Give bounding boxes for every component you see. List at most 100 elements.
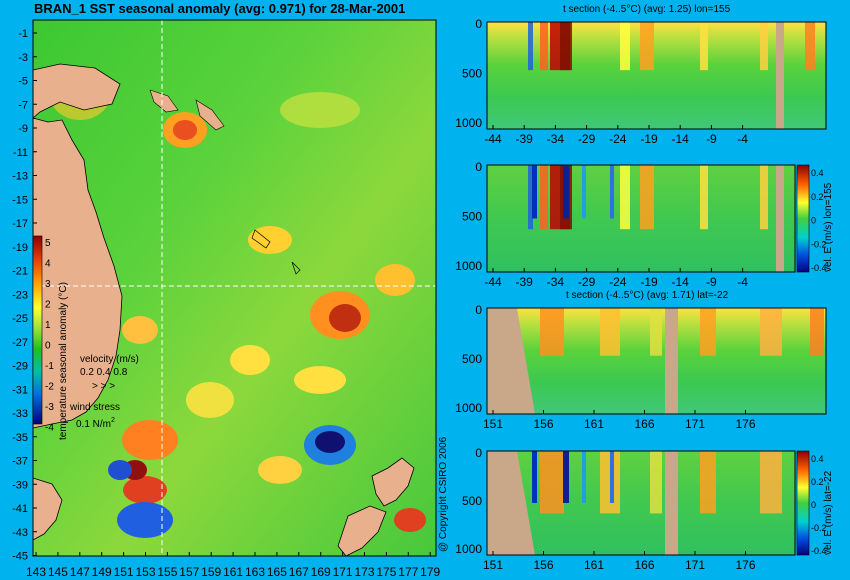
velocity-colorbar: [796, 450, 810, 556]
land: [32, 63, 415, 557]
y-tick-label: 1000: [455, 401, 482, 415]
velocity-colorbar-tick: -0.2: [811, 523, 827, 533]
lat-tick-label: -27: [12, 337, 28, 349]
x-tick-label: 176: [735, 417, 755, 431]
lat-tick-label: -25: [12, 313, 28, 325]
lat-tick-label: -43: [12, 527, 28, 539]
section-streak: [760, 22, 768, 71]
panel3-title: t section (-4..5°C) (avg: 1.71) lat=-22: [566, 290, 729, 301]
colorbar-tick-label: 2: [45, 300, 51, 311]
x-tick-label: 166: [634, 558, 654, 572]
x-tick-label: -29: [578, 132, 596, 146]
x-tick-label: 166: [634, 417, 654, 431]
section-streak: [540, 308, 564, 356]
section-panel-1: 0 500 1000-44 -39 -34 -29 -24 -19 -14 -9 -4: [455, 17, 827, 146]
colorbar-label: temperature seasonal anomaly (°C): [58, 282, 69, 440]
x-tick-label: -44: [484, 132, 502, 146]
section-land: [487, 451, 535, 555]
lon-tick-label: 177: [398, 565, 418, 579]
lon-tick-label: 145: [48, 565, 68, 579]
colorbar-tick-label: 5: [45, 238, 51, 249]
velocity-colorbar-label: vel. E (m/s) lat=-22: [823, 470, 834, 555]
x-tick-label: -9: [706, 275, 717, 289]
colorbar-tick-label: -2: [45, 382, 54, 393]
colorbar-tick-label: 0: [45, 341, 51, 352]
x-tick-label: 161: [584, 558, 604, 572]
lon-tick-label: 171: [333, 565, 353, 579]
velocity-colorbar-tick: 0.2: [811, 192, 824, 202]
x-tick-label: -9: [706, 132, 717, 146]
copyright-text: @ Copyright CSIRO 2006: [438, 436, 449, 552]
section-streak: [640, 22, 654, 71]
lat-tick-label: -23: [12, 289, 28, 301]
y-tick-label: 500: [462, 352, 482, 366]
velocity-arrows: > > >: [92, 381, 115, 392]
y-tick-label: 0: [475, 160, 482, 174]
y-tick-label: 0: [475, 17, 482, 31]
lon-tick-label: 149: [92, 565, 112, 579]
lat-tick-label: -33: [12, 408, 28, 420]
section-streak: [700, 308, 716, 356]
section-streak: [528, 165, 533, 230]
section-streak: [528, 22, 533, 71]
colorbar-tick-label: 4: [45, 259, 51, 270]
section-streak: [810, 308, 824, 356]
lon-tick-labels: 143 145 147 149 151 153 155 157 159 161 163 165 167 1…: [26, 552, 441, 579]
lat-tick-label: -37: [12, 456, 28, 468]
colorbar-tick-label: -1: [45, 361, 54, 372]
lat-tick-label: -39: [12, 479, 28, 491]
lon-tick-label: 165: [267, 565, 287, 579]
section-streak: [805, 22, 815, 71]
x-tick-label: -4: [737, 132, 748, 146]
section-streak: [610, 451, 614, 503]
new-zealand-north: [371, 457, 415, 507]
section-streak: [760, 451, 782, 514]
lat-tick-label: -13: [12, 171, 28, 183]
x-tick-label: -39: [516, 132, 534, 146]
colorbar-tick-label: -4: [45, 423, 54, 434]
lon-tick-label: 159: [201, 565, 221, 579]
new-guinea: [32, 63, 121, 119]
x-tick-label: 151: [483, 417, 503, 431]
lon-tick-label: 151: [114, 565, 134, 579]
colorbar-tick-label: -3: [45, 402, 54, 413]
x-tick-label: -19: [640, 275, 658, 289]
section-streak: [560, 22, 572, 71]
section-streak: [600, 308, 620, 356]
section-streak: [582, 451, 586, 503]
section-land: [665, 308, 678, 414]
map-title: BRAN_1 SST seasonal anomaly (avg: 0.971)…: [34, 1, 406, 16]
y-tick-label: 0: [475, 303, 482, 317]
section-land: [665, 451, 678, 555]
section-streak: [700, 165, 708, 230]
sst-map: [32, 19, 437, 557]
section-streak: [540, 22, 548, 71]
velocity-colorbar-tick: 0.4: [811, 454, 824, 464]
lon-tick-label: 167: [289, 565, 309, 579]
velocity-colorbar-tick: 0: [811, 216, 816, 226]
section-streak: [760, 308, 782, 356]
section-streak: [532, 451, 537, 503]
velocity-colorbar-tick: 0.4: [811, 168, 824, 178]
section-streak: [700, 22, 708, 71]
section-land: [487, 308, 535, 414]
lon-tick-label: 175: [376, 565, 396, 579]
section-field: [487, 22, 826, 129]
anomaly-colorbar: 5 4 3 2 1 0 -1 -2 -3 -4 temperature seasonal anom…: [32, 235, 69, 440]
x-tick-label: 161: [584, 417, 604, 431]
lon-tick-label: 147: [70, 565, 90, 579]
lon-tick-label: 155: [157, 565, 177, 579]
section-streak: [610, 165, 614, 219]
velocity-colorbar-tick: -0.4: [811, 263, 827, 273]
colorbar-tick-label: 1: [45, 320, 51, 331]
section-streak: [563, 451, 569, 503]
section-streak: [620, 165, 630, 230]
velocity-colorbar-label: vel. E (m/s) lon=155: [823, 182, 834, 272]
x-tick-label: -19: [640, 132, 658, 146]
x-tick-label: -34: [547, 275, 565, 289]
x-tick-label: -44: [484, 275, 502, 289]
section-streak: [532, 165, 537, 219]
